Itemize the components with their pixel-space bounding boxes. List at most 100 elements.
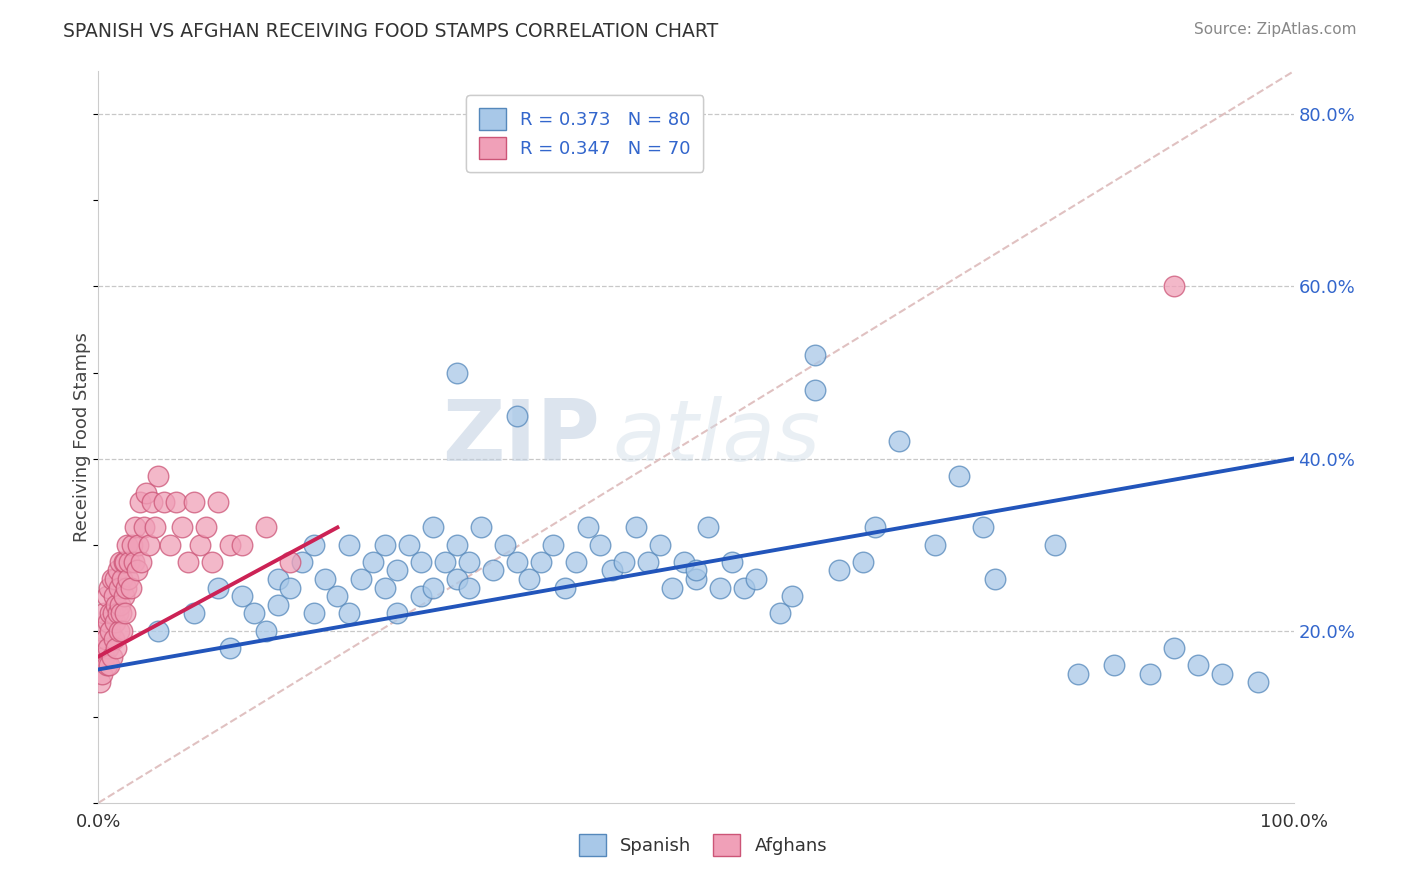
Point <box>278 581 301 595</box>
Point <box>125 564 148 578</box>
Point <box>103 589 125 603</box>
Point <box>721 555 744 569</box>
Point <box>578 520 600 534</box>
Point <box>117 572 139 586</box>
Point <box>108 555 131 569</box>
Point <box>103 632 125 647</box>
Point <box>188 538 211 552</box>
Point <box>434 555 457 569</box>
Point <box>852 555 875 569</box>
Point <box>135 486 157 500</box>
Point <box>107 607 129 621</box>
Point <box>89 675 111 690</box>
Point <box>804 348 827 362</box>
Point <box>411 555 433 569</box>
Point <box>90 640 112 655</box>
Point <box>648 538 672 552</box>
Point <box>207 494 229 508</box>
Legend: R = 0.373   N = 80, R = 0.347   N = 70: R = 0.373 N = 80, R = 0.347 N = 70 <box>465 95 703 171</box>
Point <box>422 581 444 595</box>
Point <box>350 572 373 586</box>
Point <box>1043 538 1066 552</box>
Point <box>458 555 481 569</box>
Point <box>506 555 529 569</box>
Point <box>385 607 409 621</box>
Point <box>111 624 134 638</box>
Point <box>201 555 224 569</box>
Text: Source: ZipAtlas.com: Source: ZipAtlas.com <box>1194 22 1357 37</box>
Point <box>446 572 468 586</box>
Point <box>1067 666 1090 681</box>
Point <box>115 538 138 552</box>
Point <box>673 555 696 569</box>
Point <box>506 409 529 423</box>
Point <box>110 607 132 621</box>
Point <box>172 520 194 534</box>
Point <box>374 538 396 552</box>
Point <box>1163 640 1185 655</box>
Point <box>709 581 731 595</box>
Point <box>541 538 564 552</box>
Text: atlas: atlas <box>613 395 820 479</box>
Point <box>948 468 970 483</box>
Point <box>972 520 994 534</box>
Point <box>637 555 659 569</box>
Point <box>554 581 576 595</box>
Point <box>685 564 707 578</box>
Point <box>97 640 120 655</box>
Point <box>112 555 135 569</box>
Point <box>107 581 129 595</box>
Point <box>458 581 481 595</box>
Point <box>745 572 768 586</box>
Point <box>697 520 720 534</box>
Point <box>231 589 253 603</box>
Point <box>267 572 290 586</box>
Point <box>363 555 385 569</box>
Point <box>104 572 127 586</box>
Point <box>132 520 155 534</box>
Point <box>626 520 648 534</box>
Point <box>278 555 301 569</box>
Point <box>97 615 120 629</box>
Point <box>411 589 433 603</box>
Point <box>112 589 135 603</box>
Point <box>1211 666 1233 681</box>
Point <box>177 555 200 569</box>
Point <box>254 520 277 534</box>
Point <box>148 624 170 638</box>
Point <box>339 538 361 552</box>
Point <box>107 564 129 578</box>
Point <box>291 555 314 569</box>
Point <box>530 555 553 569</box>
Point <box>111 572 134 586</box>
Point <box>470 520 492 534</box>
Point <box>254 624 277 638</box>
Point <box>124 520 146 534</box>
Point <box>195 520 218 534</box>
Point <box>219 640 242 655</box>
Point <box>565 555 588 569</box>
Point <box>101 607 124 621</box>
Point <box>138 538 160 552</box>
Point <box>398 538 420 552</box>
Text: SPANISH VS AFGHAN RECEIVING FOOD STAMPS CORRELATION CHART: SPANISH VS AFGHAN RECEIVING FOOD STAMPS … <box>63 22 718 41</box>
Point <box>131 555 153 569</box>
Point <box>153 494 176 508</box>
Point <box>207 581 229 595</box>
Point <box>315 572 337 586</box>
Point <box>98 658 121 673</box>
Point <box>121 538 143 552</box>
Point <box>94 632 117 647</box>
Legend: Spanish, Afghans: Spanish, Afghans <box>569 825 837 865</box>
Point <box>326 589 349 603</box>
Point <box>231 538 253 552</box>
Point <box>141 494 163 508</box>
Point <box>114 555 136 569</box>
Point <box>91 624 114 638</box>
Point <box>100 649 122 664</box>
Point <box>267 598 290 612</box>
Point <box>984 572 1007 586</box>
Point <box>302 538 325 552</box>
Point <box>165 494 187 508</box>
Point <box>104 615 127 629</box>
